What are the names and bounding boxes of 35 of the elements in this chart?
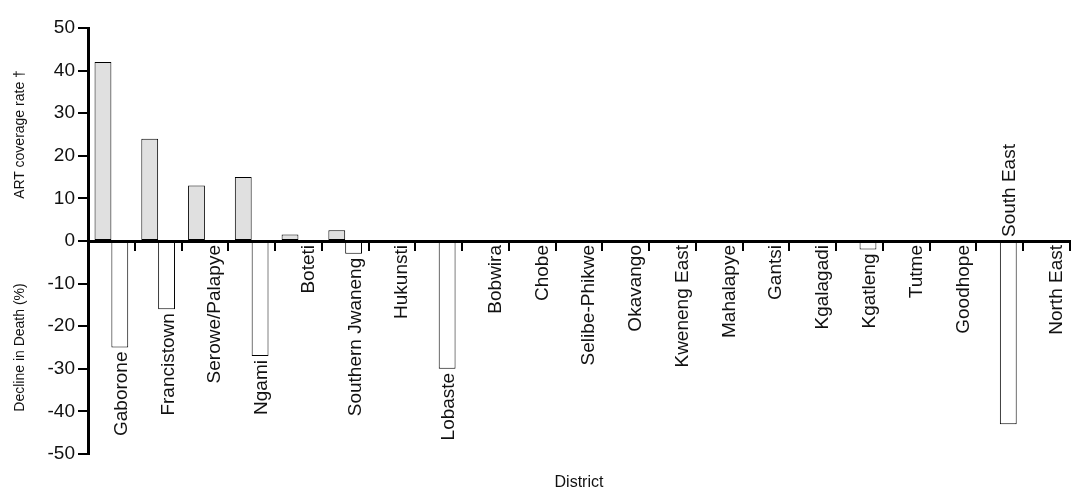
y-tick-label: 10 — [53, 186, 75, 208]
y-tick-label: -30 — [47, 357, 75, 379]
y-axis-title: ART coverage rate † — [11, 70, 27, 199]
y-tick-label: -40 — [47, 399, 75, 421]
x-tick-label: Kweneng East — [670, 244, 692, 368]
x-tick-label: Hukunsti — [390, 245, 412, 319]
y-tick-label: 40 — [53, 58, 75, 80]
y-tick-label: 20 — [53, 144, 75, 166]
x-axis-title: District — [554, 473, 604, 490]
x-tick-label: Bobwira — [483, 244, 505, 314]
x-tick-label: Tutme — [904, 245, 926, 299]
x-tick-label: Lobaste — [437, 372, 459, 441]
x-tick-label: Ngami — [250, 360, 272, 415]
y-tick-label: -20 — [47, 314, 75, 336]
x-tick-label: Boteti — [296, 245, 318, 294]
y-tick-label: 30 — [53, 101, 75, 123]
x-tick-label: Chobe — [530, 245, 552, 301]
x-tick-label: Southern Jwaneng — [343, 257, 365, 417]
y-tick-label: -10 — [47, 271, 75, 293]
x-tick-label: Gantsi — [764, 245, 786, 300]
x-tick-label: North East — [1045, 244, 1067, 335]
y-tick-label: 0 — [64, 229, 75, 251]
x-tick-label: Okavango — [624, 245, 646, 332]
y-tick-label: -50 — [47, 442, 75, 464]
y-tick-label: 50 — [53, 16, 75, 38]
x-tick-label: Kgatleng — [857, 253, 879, 329]
x-tick-label: Francistown — [156, 313, 178, 416]
x-tick-label: Selibe-Phikwe — [577, 245, 599, 366]
x-tick-label: Mahalapye — [717, 245, 739, 338]
x-tick-label: South East — [998, 143, 1020, 237]
text: Decline in Death (%) — [11, 283, 27, 412]
x-tick-label: Gaborone — [109, 351, 131, 437]
x-tick-label: Kgalagadi — [811, 245, 833, 330]
x-tick-label: Serowe/Palapye — [203, 245, 225, 384]
x-tick-label: Goodhope — [951, 245, 973, 334]
